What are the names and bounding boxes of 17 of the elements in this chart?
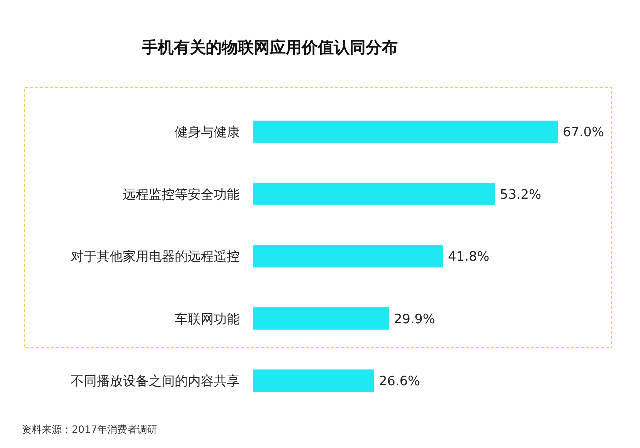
data-label: 67.0% [563,126,604,141]
y-tick-label: 远程监控等安全功能 [123,186,240,203]
data-label: 29.9% [394,312,436,328]
chart-title: 手机有关的物联网应用价值认同分布 [141,38,398,57]
data-label: 53.2% [500,188,542,203]
data-label: 26.6% [379,374,420,390]
data-label: 41.8% [448,250,490,266]
bar [253,120,558,144]
bar [253,370,374,392]
y-tick-label: 对于其他家用电器的远程遥控 [71,249,240,266]
text: 资料来源：2017年消费者调研 [22,424,158,436]
bar [253,245,444,268]
y-tick-label: 不同播放设备之间的内容共享 [71,373,240,390]
y-tick-label: 健身与健康 [175,126,240,141]
bar [253,308,390,330]
bar [253,183,496,206]
y-tick-label: 车联网功能 [175,312,240,328]
